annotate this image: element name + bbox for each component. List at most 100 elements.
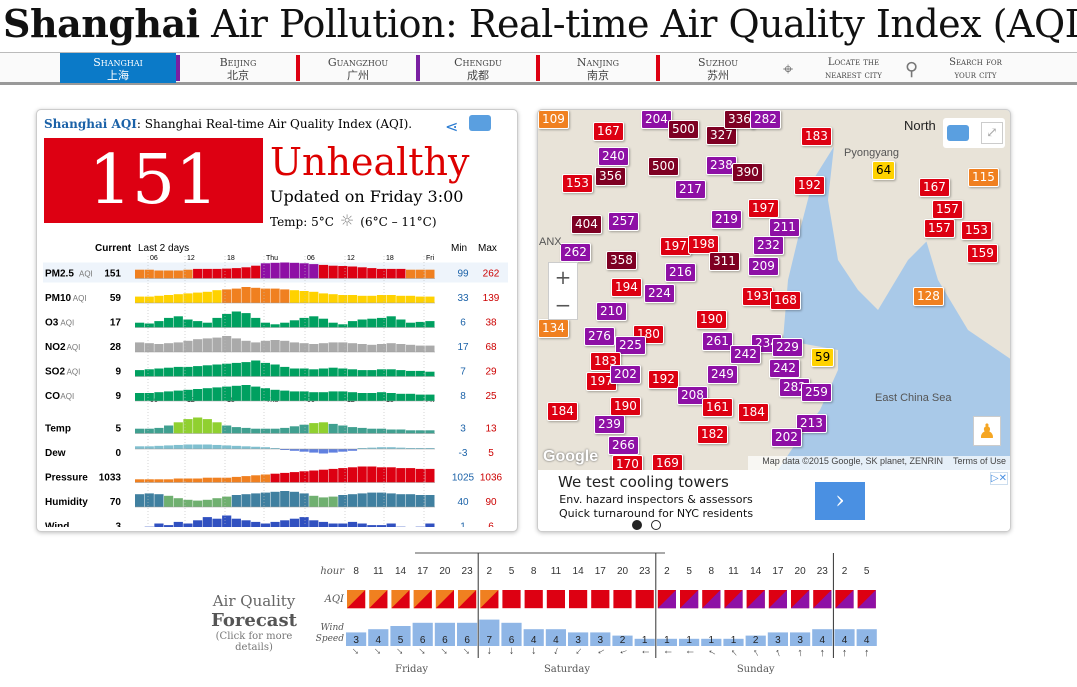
map-aqi-marker[interactable]: 194 bbox=[611, 278, 642, 297]
map-aqi-marker[interactable]: 192 bbox=[648, 370, 679, 389]
nav-city-nanjing[interactable]: Nanjing 南京 bbox=[540, 53, 656, 83]
map-aqi-marker[interactable]: 276 bbox=[584, 327, 615, 346]
advertisement[interactable]: We test cooling towers Env. hazard inspe… bbox=[538, 470, 1010, 531]
map-aqi-marker[interactable]: 115 bbox=[968, 168, 999, 187]
nav-city-shanghai[interactable]: Shanghai 上海 bbox=[60, 53, 176, 83]
map-aqi-marker[interactable]: 167 bbox=[593, 122, 624, 141]
forecast-aqi-cell[interactable] bbox=[435, 590, 454, 609]
search-icon[interactable]: ⚲ bbox=[905, 59, 919, 80]
map-aqi-marker[interactable]: 211 bbox=[769, 218, 800, 237]
map-aqi-marker[interactable]: 282 bbox=[750, 110, 781, 129]
map-aqi-marker[interactable]: 197 bbox=[748, 199, 779, 218]
ad-button[interactable]: › bbox=[815, 482, 865, 520]
locate-icon[interactable]: ⌖ bbox=[783, 59, 794, 80]
map-aqi-marker[interactable]: 239 bbox=[594, 415, 625, 434]
map-aqi-marker[interactable]: 128 bbox=[913, 287, 944, 306]
map-aqi-marker[interactable]: 168 bbox=[770, 291, 801, 310]
map-aqi-marker[interactable]: 197 bbox=[586, 372, 617, 391]
forecast-aqi-cell[interactable] bbox=[813, 590, 832, 609]
map-aqi-marker[interactable]: 208 bbox=[677, 386, 708, 405]
forecast-aqi-cell[interactable] bbox=[702, 590, 721, 609]
forecast-aqi-cell[interactable] bbox=[680, 590, 699, 609]
forecast-aqi-cell[interactable] bbox=[857, 590, 876, 609]
map-aqi-marker[interactable]: 390 bbox=[732, 163, 763, 182]
map-aqi-marker[interactable]: 167 bbox=[919, 178, 950, 197]
map-aqi-marker[interactable]: 169 bbox=[652, 454, 683, 470]
map-aqi-marker[interactable]: 216 bbox=[665, 263, 696, 282]
forecast-aqi-cell[interactable] bbox=[835, 590, 854, 609]
share-icon[interactable]: ⋖ bbox=[445, 117, 459, 136]
carousel-dot[interactable] bbox=[651, 520, 661, 530]
map-aqi-marker[interactable]: 197 bbox=[660, 237, 691, 256]
map-aqi-marker[interactable]: 262 bbox=[560, 243, 591, 262]
forecast-aqi-cell[interactable] bbox=[791, 590, 810, 609]
terms-link[interactable]: Terms of Use bbox=[952, 456, 1006, 466]
nav-city-guangzhou[interactable]: Guangzhou 广州 bbox=[300, 53, 416, 83]
search-button[interactable]: Search for your city bbox=[949, 57, 1002, 81]
map-aqi-marker[interactable]: 193 bbox=[742, 287, 773, 306]
forecast-chart[interactable]: hourAQIWindSpeed83↑114↑145↑176↑206↑236↑2… bbox=[310, 548, 885, 678]
city-aqi-link[interactable]: Shanghai AQI bbox=[44, 117, 137, 131]
forecast-aqi-cell[interactable] bbox=[591, 590, 610, 609]
map-aqi-marker[interactable]: 64 bbox=[872, 161, 896, 180]
forecast-aqi-cell[interactable] bbox=[724, 590, 743, 609]
map-aqi-marker[interactable]: 153 bbox=[961, 221, 992, 240]
map-aqi-marker[interactable]: 192 bbox=[794, 176, 825, 195]
map-aqi-marker[interactable]: 261 bbox=[702, 332, 733, 351]
forecast-aqi-cell[interactable] bbox=[502, 590, 521, 609]
map-aqi-marker[interactable]: 219 bbox=[711, 210, 742, 229]
forecast-aqi-cell[interactable] bbox=[524, 590, 543, 609]
forecast-aqi-cell[interactable] bbox=[458, 590, 477, 609]
map-aqi-marker[interactable]: 184 bbox=[738, 403, 769, 422]
forecast-label[interactable]: Air Quality Forecast (Click for more det… bbox=[211, 592, 297, 653]
zoom-in-button[interactable]: + bbox=[554, 265, 572, 289]
map-aqi-marker[interactable]: 336 bbox=[724, 110, 755, 129]
map-aqi-marker[interactable]: 134 bbox=[538, 319, 569, 338]
map-aqi-marker[interactable]: 257 bbox=[608, 212, 639, 231]
forecast-aqi-cell[interactable] bbox=[480, 590, 499, 609]
map-aqi-marker[interactable]: 242 bbox=[769, 359, 800, 378]
map-aqi-marker[interactable]: 500 bbox=[648, 157, 679, 176]
forecast-aqi-cell[interactable] bbox=[347, 590, 366, 609]
map-aqi-marker[interactable]: 259 bbox=[801, 383, 832, 402]
map-aqi-marker[interactable]: 210 bbox=[596, 302, 627, 321]
map-aqi-marker[interactable]: 184 bbox=[547, 402, 578, 421]
street-view-pegman-icon[interactable]: ♟ bbox=[973, 416, 1001, 446]
nav-city-chengdu[interactable]: Chengdu 成都 bbox=[420, 53, 536, 83]
map-aqi-marker[interactable]: 311 bbox=[709, 252, 740, 271]
map-aqi-marker[interactable]: 153 bbox=[562, 174, 593, 193]
forecast-aqi-cell[interactable] bbox=[369, 590, 388, 609]
forecast-aqi-cell[interactable] bbox=[569, 590, 588, 609]
map-aqi-marker[interactable]: 161 bbox=[702, 398, 733, 417]
map-aqi-marker[interactable]: 157 bbox=[924, 219, 955, 238]
forecast-aqi-cell[interactable] bbox=[768, 590, 787, 609]
map-aqi-marker[interactable]: 249 bbox=[707, 365, 738, 384]
map-aqi-marker[interactable]: 190 bbox=[610, 397, 641, 416]
zoom-out-button[interactable]: − bbox=[554, 293, 572, 317]
map-aqi-marker[interactable]: 266 bbox=[608, 436, 639, 455]
carousel-dot[interactable] bbox=[632, 520, 642, 530]
map-aqi-marker[interactable]: 159 bbox=[967, 244, 998, 263]
map-aqi-marker[interactable]: 209 bbox=[748, 257, 779, 276]
map-aqi-marker[interactable]: 500 bbox=[668, 120, 699, 139]
layers-icon[interactable] bbox=[947, 125, 969, 141]
forecast-aqi-cell[interactable] bbox=[413, 590, 432, 609]
forecast-aqi-cell[interactable] bbox=[391, 590, 410, 609]
map-aqi-marker[interactable]: 238 bbox=[706, 156, 737, 175]
map-aqi-marker[interactable]: 202 bbox=[610, 365, 641, 384]
map-aqi-marker[interactable]: 240 bbox=[598, 147, 629, 166]
map-aqi-marker[interactable]: 59 bbox=[811, 348, 835, 367]
locate-button[interactable]: Locate the nearest city bbox=[825, 57, 882, 81]
map-aqi-marker[interactable]: 202 bbox=[771, 428, 802, 447]
map-aqi-marker[interactable]: 198 bbox=[688, 235, 719, 254]
map-aqi-marker[interactable]: 190 bbox=[696, 310, 727, 329]
map-aqi-marker[interactable]: 213 bbox=[796, 414, 827, 433]
map-aqi-marker[interactable]: 157 bbox=[932, 200, 963, 219]
map-aqi-marker[interactable]: 358 bbox=[606, 251, 637, 270]
map-aqi-marker[interactable]: 404 bbox=[571, 215, 602, 234]
widget-icon[interactable] bbox=[469, 115, 491, 131]
map-aqi-marker[interactable]: 224 bbox=[644, 284, 675, 303]
map-aqi-marker[interactable]: 225 bbox=[615, 336, 646, 355]
map-aqi-marker[interactable]: 217 bbox=[675, 180, 706, 199]
map-aqi-marker[interactable]: 183 bbox=[801, 127, 832, 146]
